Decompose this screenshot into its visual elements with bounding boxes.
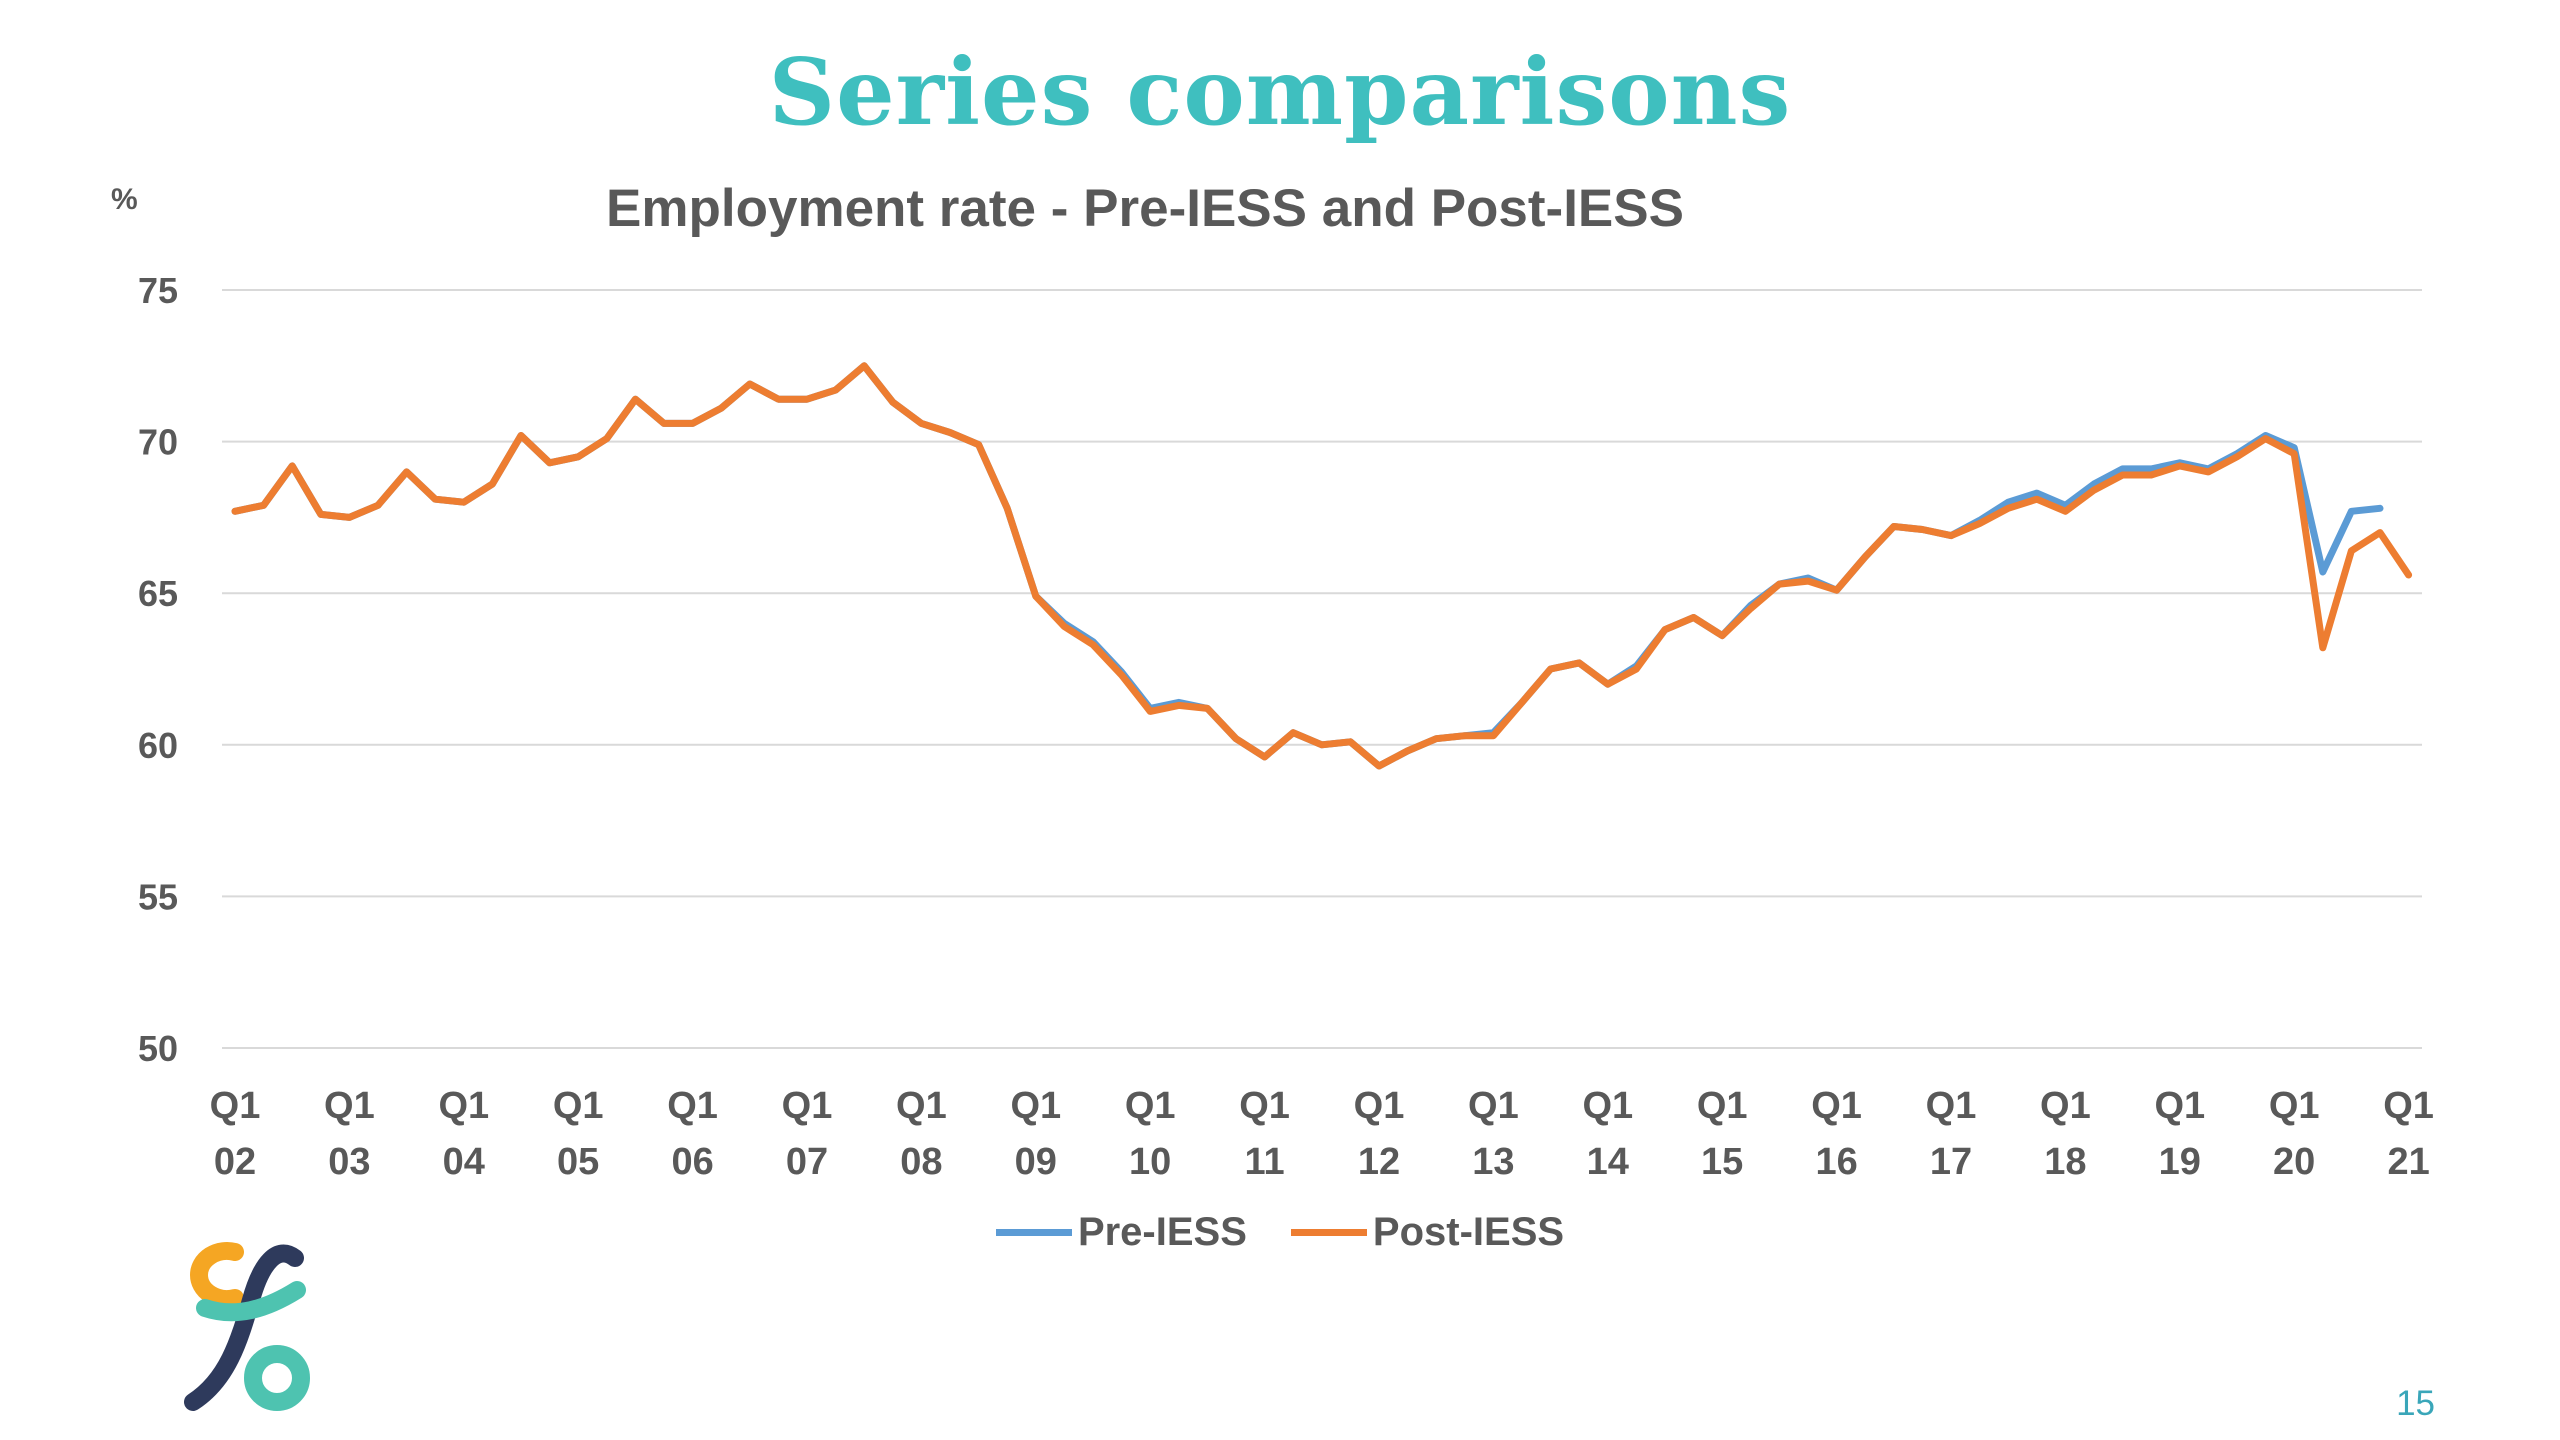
x-tick-quarter: Q1 (324, 1085, 375, 1127)
slide-title: Series comparisons (768, 38, 1792, 146)
x-tick-year: 21 (2387, 1141, 2429, 1183)
x-tick-quarter: Q1 (667, 1085, 718, 1127)
x-tick-year: 18 (2044, 1141, 2086, 1183)
y-tick-label: 55 (138, 876, 178, 917)
x-tick-quarter: Q1 (1811, 1085, 1862, 1127)
x-tick-year: 13 (1472, 1141, 1514, 1183)
x-tick-quarter: Q1 (1239, 1085, 1290, 1127)
y-tick-label: 60 (138, 725, 178, 766)
x-tick-quarter: Q1 (438, 1085, 489, 1127)
x-tick-year: 20 (2273, 1141, 2315, 1183)
legend-swatch-post-iess (1290, 1229, 1367, 1236)
x-tick-year: 15 (1701, 1141, 1743, 1183)
legend-item-post-iess: Post-IESS (1290, 1210, 1565, 1255)
x-tick-year: 07 (786, 1141, 828, 1183)
legend: Pre-IESS Post-IESS (0, 1210, 2560, 1255)
x-tick-quarter: Q1 (1582, 1085, 1633, 1127)
x-tick-quarter: Q1 (2383, 1085, 2434, 1127)
x-tick-quarter: Q1 (210, 1085, 261, 1127)
legend-label-post-iess: Post-IESS (1372, 1210, 1565, 1254)
legend-item-pre-iess: Pre-IESS (995, 1210, 1247, 1255)
legend-swatch-pre-iess (995, 1229, 1072, 1236)
x-tick-year: 08 (900, 1141, 942, 1183)
x-tick-year: 06 (671, 1141, 713, 1183)
employment-rate-chart: 75 70 65 60 55 50 Q1 02 Q1 03 Q1 04 Q1 05 Q1 06 Q1 07 Q1 0… (138, 270, 2434, 1183)
chart-title: Employment rate - Pre-IESS and Post-IESS (606, 179, 1684, 238)
x-tick-year: 19 (2159, 1141, 2201, 1183)
x-tick-year: 14 (1587, 1141, 1629, 1183)
x-tick-quarter: Q1 (1926, 1085, 1977, 1127)
y-tick-label: 50 (138, 1028, 178, 1069)
x-tick-quarter: Q1 (782, 1085, 833, 1127)
x-tick-year: 16 (1815, 1141, 1857, 1183)
x-tick-quarter: Q1 (1125, 1085, 1176, 1127)
x-tick-quarter: Q1 (2269, 1085, 2320, 1127)
x-tick-quarter: Q1 (1468, 1085, 1519, 1127)
series-line-post-iess (231, 362, 2413, 770)
page-number: 15 (2396, 1384, 2435, 1423)
x-tick-year: 17 (1930, 1141, 1972, 1183)
x-tick-year: 03 (328, 1141, 370, 1183)
series-line-pre-iess (231, 362, 2384, 770)
x-tick-year: 09 (1015, 1141, 1057, 1183)
y-tick-label: 70 (138, 422, 178, 463)
x-tick-quarter: Q1 (553, 1085, 604, 1127)
x-tick-quarter: Q1 (1010, 1085, 1061, 1127)
legend-label-pre-iess: Pre-IESS (1077, 1210, 1247, 1254)
logo-icon (184, 1242, 310, 1411)
x-tick-quarter: Q1 (896, 1085, 947, 1127)
x-tick-year: 02 (214, 1141, 256, 1183)
x-axis-ticks: Q1 02 Q1 03 Q1 04 Q1 05 Q1 06 Q1 07 Q1 08 Q1 09 Q1 10 Q1 11… (210, 1085, 2434, 1183)
x-tick-year: 04 (443, 1141, 485, 1183)
y-unit-label: % (111, 183, 138, 216)
series-lines (231, 362, 2413, 770)
x-tick-year: 12 (1358, 1141, 1400, 1183)
y-tick-label: 65 (138, 573, 178, 614)
y-tick-label: 75 (138, 270, 178, 311)
x-tick-year: 10 (1129, 1141, 1171, 1183)
x-tick-year: 05 (557, 1141, 599, 1183)
x-tick-quarter: Q1 (1697, 1085, 1748, 1127)
x-tick-quarter: Q1 (2040, 1085, 2091, 1127)
x-tick-year: 11 (1245, 1141, 1285, 1183)
x-tick-quarter: Q1 (1354, 1085, 1405, 1127)
gridlines (222, 289, 2422, 1049)
x-tick-quarter: Q1 (2154, 1085, 2205, 1127)
y-axis-ticks: 75 70 65 60 55 50 (138, 270, 178, 1069)
